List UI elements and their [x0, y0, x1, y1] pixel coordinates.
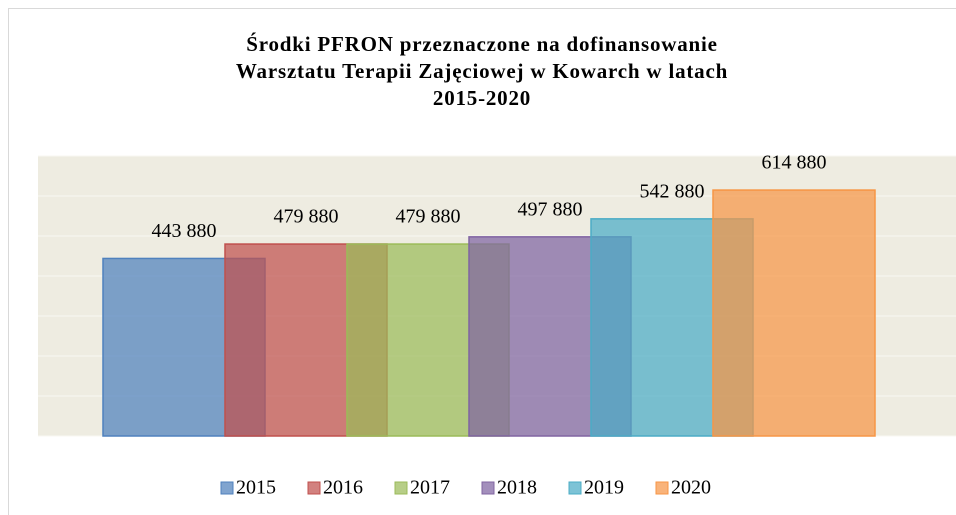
data-label: 497 880: [518, 198, 583, 220]
legend-label: 2017: [410, 477, 450, 499]
data-label: 542 880: [640, 180, 705, 202]
legend-label: 2015: [236, 477, 276, 499]
data-label: 614 880: [762, 152, 827, 174]
legend-swatch: [394, 481, 408, 495]
legend-label: 2020: [671, 477, 711, 499]
legend-swatch: [220, 481, 234, 495]
legend-label: 2016: [323, 477, 363, 499]
legend-swatch: [481, 481, 495, 495]
bar: [712, 189, 876, 437]
legend-label: 2018: [497, 477, 537, 499]
chart-title: Warsztatu Terapii Zajęciowej w Kowarch w…: [236, 59, 728, 83]
legend-swatch: [655, 481, 669, 495]
legend-swatch: [568, 481, 582, 495]
chart-title: Środki PFRON przeznaczone na dofinansowa…: [246, 32, 718, 56]
data-label: 479 880: [274, 206, 339, 228]
chart-title: 2015-2020: [433, 86, 531, 110]
data-label: 479 880: [396, 206, 461, 228]
legend-swatch: [307, 481, 321, 495]
data-label: 443 880: [152, 220, 217, 242]
legend-label: 2019: [584, 477, 624, 499]
